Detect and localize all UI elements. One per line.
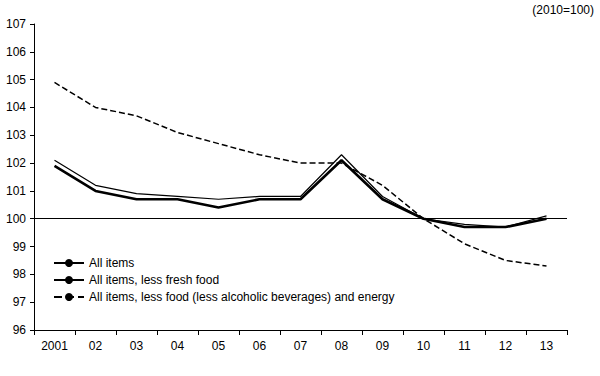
svg-text:100: 100 <box>6 212 26 226</box>
svg-text:104: 104 <box>6 100 26 114</box>
svg-text:02: 02 <box>89 339 103 353</box>
svg-text:101: 101 <box>6 184 26 198</box>
svg-text:103: 103 <box>6 128 26 142</box>
svg-text:09: 09 <box>376 339 390 353</box>
svg-text:96: 96 <box>13 323 27 337</box>
svg-text:13: 13 <box>540 339 554 353</box>
svg-text:98: 98 <box>13 267 27 281</box>
svg-text:107: 107 <box>6 17 26 31</box>
svg-text:12: 12 <box>499 339 513 353</box>
svg-text:03: 03 <box>130 339 144 353</box>
svg-text:All items, less food (less alc: All items, less food (less alcoholic bev… <box>89 290 394 304</box>
svg-text:2001: 2001 <box>41 339 68 353</box>
svg-text:11: 11 <box>458 339 471 353</box>
svg-text:99: 99 <box>13 240 27 254</box>
svg-text:(2010=100): (2010=100) <box>532 3 594 17</box>
svg-text:106: 106 <box>6 45 26 59</box>
svg-text:05: 05 <box>212 339 226 353</box>
svg-text:All items, less fresh food: All items, less fresh food <box>89 273 219 287</box>
svg-text:10: 10 <box>417 339 431 353</box>
svg-text:97: 97 <box>13 295 27 309</box>
svg-text:All items: All items <box>89 256 134 270</box>
svg-text:105: 105 <box>6 73 26 87</box>
svg-text:04: 04 <box>171 339 185 353</box>
svg-text:06: 06 <box>253 339 267 353</box>
svg-text:102: 102 <box>6 156 26 170</box>
svg-text:08: 08 <box>335 339 349 353</box>
svg-text:07: 07 <box>294 339 308 353</box>
